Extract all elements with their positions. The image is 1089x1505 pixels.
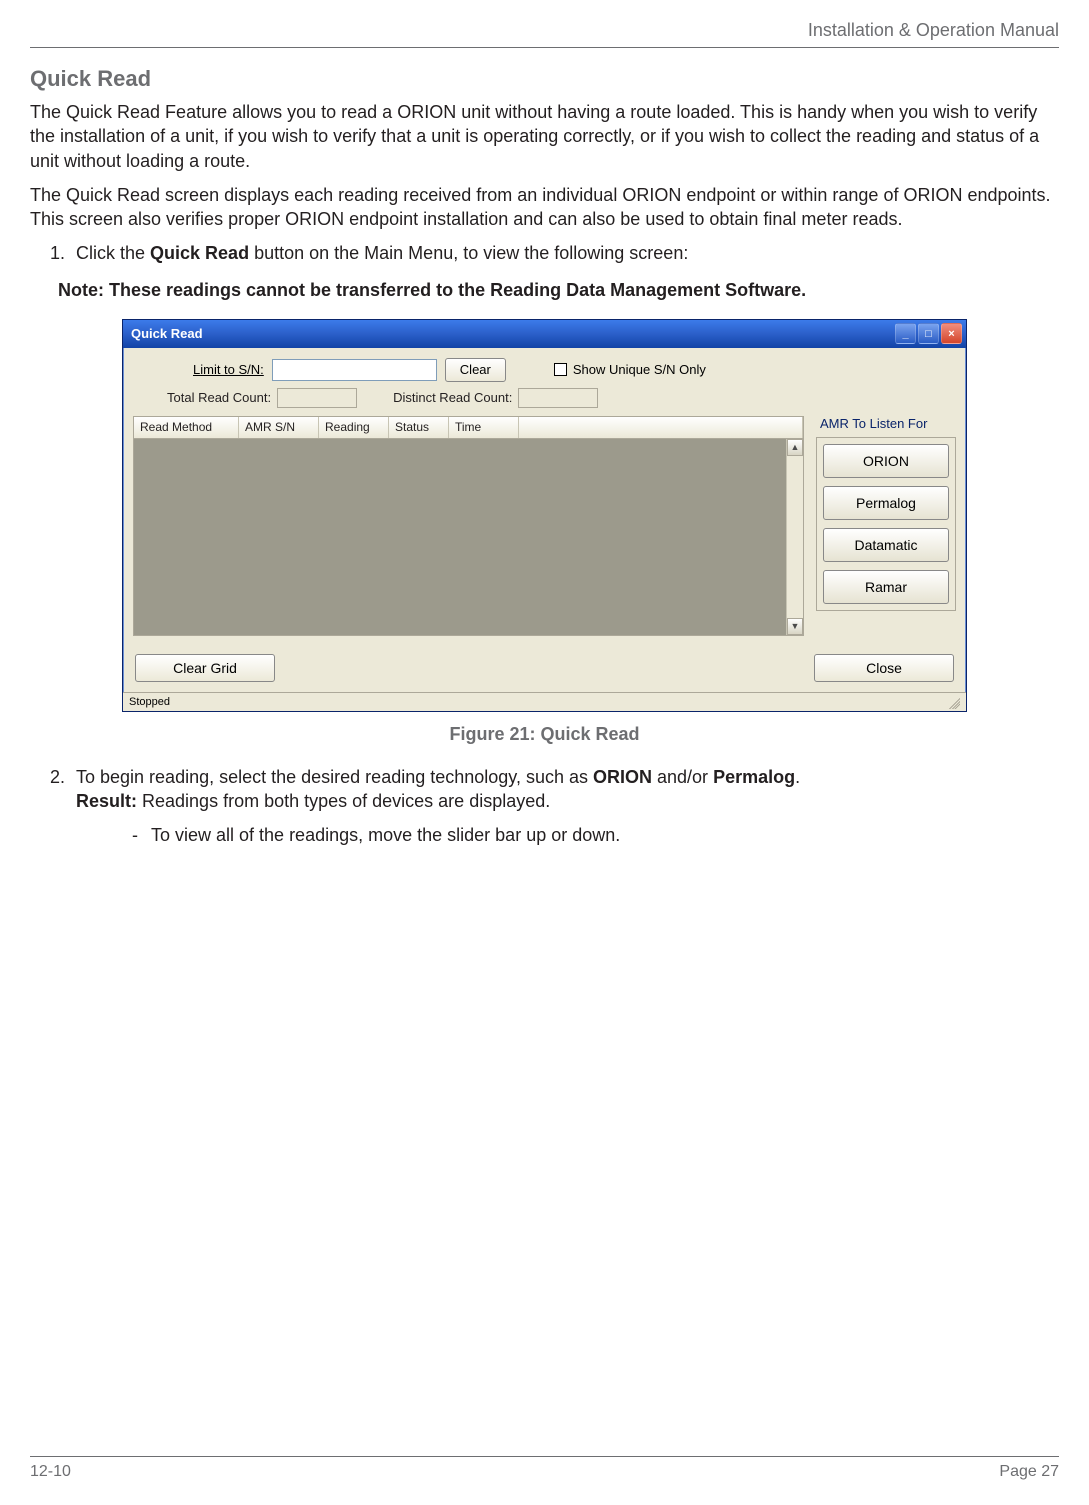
clear-button[interactable]: Clear	[445, 358, 506, 382]
page-footer: 12-10 Page 27	[30, 1456, 1059, 1481]
window-titlebar[interactable]: Quick Read _ □ ×	[123, 320, 966, 348]
amr-listen-label: AMR To Listen For	[816, 416, 956, 431]
step2-b2: Permalog	[713, 767, 795, 787]
distinct-read-value	[518, 388, 598, 408]
clear-grid-button[interactable]: Clear Grid	[135, 654, 275, 682]
step2-pre: To begin reading, select the desired rea…	[76, 767, 593, 787]
section-title: Quick Read	[30, 66, 1059, 92]
minimize-icon[interactable]: _	[895, 323, 916, 344]
paragraph-1: The Quick Read Feature allows you to rea…	[30, 100, 1059, 173]
status-bar: Stopped	[123, 692, 966, 711]
step2-result-label: Result:	[76, 791, 137, 811]
amr-button-group: ORION Permalog Datamatic Ramar	[816, 437, 956, 611]
step2-dash-1: To view all of the readings, move the sl…	[146, 823, 1059, 847]
step2-result-text: Readings from both types of devices are …	[137, 791, 550, 811]
close-button[interactable]: Close	[814, 654, 954, 682]
col-read-method[interactable]: Read Method	[134, 417, 239, 438]
col-spacer	[519, 417, 803, 438]
figure-caption: Figure 21: Quick Read	[30, 724, 1059, 745]
paragraph-2: The Quick Read screen displays each read…	[30, 183, 1059, 232]
step1-pre: Click the	[76, 243, 150, 263]
step1-post: button on the Main Menu, to view the fol…	[249, 243, 688, 263]
ramar-button[interactable]: Ramar	[823, 570, 949, 604]
permalog-button[interactable]: Permalog	[823, 486, 949, 520]
close-icon[interactable]: ×	[941, 323, 962, 344]
scroll-down-icon[interactable]: ▼	[787, 618, 803, 635]
note-text: Note: These readings cannot be transferr…	[58, 280, 1059, 301]
footer-left: 12-10	[30, 1463, 71, 1481]
step2-post: .	[795, 767, 800, 787]
datamatic-button[interactable]: Datamatic	[823, 528, 949, 562]
footer-right: Page 27	[999, 1463, 1059, 1481]
col-reading[interactable]: Reading	[319, 417, 389, 438]
step1-bold: Quick Read	[150, 243, 249, 263]
step2-b1: ORION	[593, 767, 652, 787]
quick-read-window: Quick Read _ □ × Limit to S/N: Clear Sho…	[122, 319, 967, 712]
total-read-value	[277, 388, 357, 408]
resize-grip-icon[interactable]	[946, 695, 960, 709]
status-text: Stopped	[129, 696, 170, 708]
grid-body	[134, 439, 803, 636]
unique-sn-checkbox[interactable]	[554, 363, 567, 376]
window-title: Quick Read	[131, 326, 203, 341]
doc-header: Installation & Operation Manual	[30, 20, 1059, 48]
step-2: To begin reading, select the desired rea…	[70, 765, 1059, 848]
distinct-read-label: Distinct Read Count:	[393, 390, 512, 405]
col-amr-sn[interactable]: AMR S/N	[239, 417, 319, 438]
scroll-up-icon[interactable]: ▲	[787, 439, 803, 456]
total-read-label: Total Read Count:	[167, 390, 271, 405]
col-time[interactable]: Time	[449, 417, 519, 438]
limit-sn-input[interactable]	[272, 359, 437, 381]
grid-header: Read Method AMR S/N Reading Status Time	[134, 417, 803, 439]
limit-sn-label: Limit to S/N:	[193, 362, 264, 377]
step2-mid: and/or	[652, 767, 713, 787]
col-status[interactable]: Status	[389, 417, 449, 438]
step-1: Click the Quick Read button on the Main …	[70, 241, 1059, 265]
unique-sn-label: Show Unique S/N Only	[573, 362, 706, 377]
orion-button[interactable]: ORION	[823, 444, 949, 478]
readings-grid[interactable]: Read Method AMR S/N Reading Status Time …	[133, 416, 804, 636]
maximize-icon[interactable]: □	[918, 323, 939, 344]
grid-scrollbar[interactable]: ▲ ▼	[786, 439, 803, 635]
